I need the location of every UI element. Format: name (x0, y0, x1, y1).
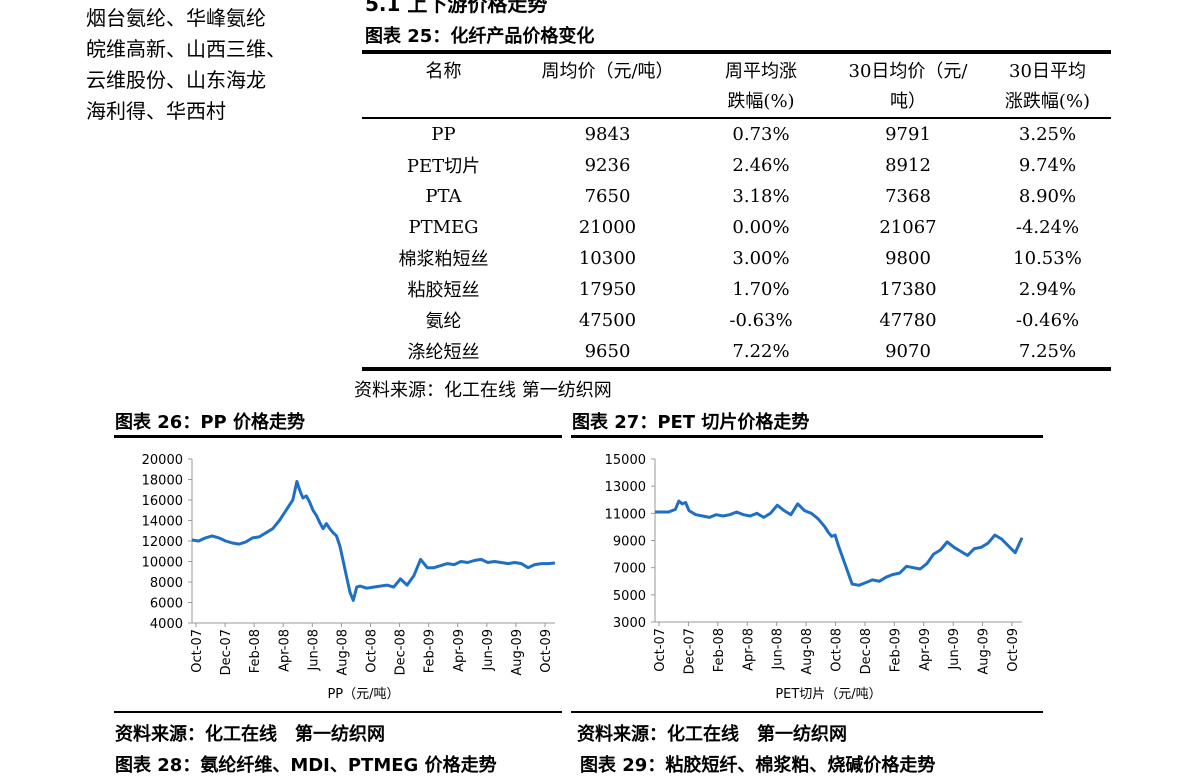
table-top-rule (362, 50, 1111, 54)
fig25-source: 资料来源：化工在线 第一纺织网 (354, 380, 612, 401)
x-tick-label: Oct-08 (365, 629, 380, 673)
x-tick-label: Feb-08 (248, 629, 263, 673)
table-row: 粘胶短丝 17950 1.70% 17380 2.94% (407, 278, 1077, 302)
x-tick-label: Feb-09 (888, 628, 903, 672)
y-tick-label: 3000 (613, 616, 646, 631)
y-tick-label: 20000 (142, 453, 183, 468)
x-tick-label: Oct-07 (653, 628, 668, 672)
table-row: 涤纶短丝 9650 7.22% 9070 7.25% (407, 340, 1077, 364)
series-line (655, 499, 1024, 587)
col-header-30d-price: 30日均价（元/吨） (848, 61, 968, 112)
fig27-bottom-rule (571, 711, 1043, 713)
fig25-title: 图表 25：化纤产品价格变化 (365, 26, 595, 47)
x-tick-label: Dec-08 (394, 629, 409, 675)
sidebar-line: 云维股份、山东海龙 (86, 68, 266, 92)
fig29-title: 图表 29：粘胶短纤、棉浆粕、烧碱价格走势 (580, 755, 936, 776)
pet-chip-price-chart: 3000 5000 7000 9000 11000 13000 15000 Oct-07 Dec… (605, 453, 1024, 702)
y-tick-label: 11000 (605, 507, 646, 522)
series-line (191, 480, 556, 602)
col-header-30d-change: 30日平均 涨跌幅(%) (1004, 61, 1091, 112)
x-tick-label: Aug-09 (977, 628, 992, 675)
fig27-title: 图表 27：PET 切片价格走势 (572, 412, 810, 433)
fig26-source: 资料来源：化工在线 第一纺织网 (115, 724, 385, 745)
table-row: PTMEG 21000 0.00% 21067 -4.24% (408, 216, 1080, 238)
x-tick-label: Dec-07 (219, 629, 234, 675)
table-header-row: 名称 周均价（元/吨） 周平均涨 跌幅(%) 30日均价（元/吨） 30日平均 涨跌… (362, 54, 1111, 117)
y-tick-label: 8000 (150, 576, 183, 591)
col-header-weekly-price: 周均价（元/吨） (541, 61, 674, 82)
x-tick-label: Oct-08 (830, 628, 845, 672)
table-header-rule (362, 117, 1111, 119)
x-tick-label: Oct-09 (1006, 628, 1021, 672)
price-table-body: PP 9843 0.73% 9791 3.25% PET切片 9236 2.46% 8912 9… (362, 119, 1111, 367)
price-table: 名称 周均价（元/吨） 周平均涨 跌幅(%) 30日均价（元/吨） 30日平均 涨跌… (362, 54, 1111, 117)
fig28-title: 图表 28：氨纶纤维、MDI、PTMEG 价格走势 (115, 755, 497, 776)
table-row: 氨纶 47500 -0.63% 47780 -0.46% (425, 309, 1080, 333)
x-tick-label: Dec-08 (859, 628, 874, 674)
x-tick-label: Aug-08 (335, 629, 350, 676)
fig26-title-rule (114, 435, 562, 438)
x-tick-label: Feb-08 (712, 628, 727, 672)
table-bottom-rule (362, 366, 1111, 371)
x-tick-label: Apr-08 (741, 628, 756, 671)
fig27-source: 资料来源：化工在线 第一纺织网 (577, 724, 847, 745)
x-tick-label: Jun-09 (947, 628, 962, 671)
fig26-bottom-rule (114, 711, 562, 713)
table-row: PTA 7650 3.18% 7368 8.90% (425, 185, 1077, 207)
x-tick-label: Apr-08 (277, 629, 292, 672)
y-tick-label: 15000 (605, 453, 646, 468)
y-tick-label: 4000 (150, 617, 183, 632)
col-header-name: 名称 (425, 61, 462, 82)
fig25-table-wrap: 名称 周均价（元/吨） 周平均涨 跌幅(%) 30日均价（元/吨） 30日平均 涨跌… (362, 50, 1111, 371)
y-tick-label: 7000 (613, 562, 646, 577)
sidebar-line: 海利得、华西村 (86, 99, 226, 123)
x-tick-label: Feb-09 (423, 629, 438, 673)
y-tick-label: 16000 (142, 494, 183, 509)
y-tick-label: 18000 (142, 474, 183, 489)
col-header-weekly-change: 周平均涨 跌幅(%) (725, 61, 797, 112)
x-tick-label: Apr-09 (452, 629, 467, 672)
pp-price-chart: 4000 6000 8000 10000 12000 14000 16000 18000 200… (142, 453, 556, 702)
table-row: PET切片 9236 2.46% 8912 9.74% (406, 154, 1077, 178)
x-tick-label: Oct-07 (190, 629, 205, 673)
y-tick-label: 9000 (613, 535, 646, 550)
section-title: 5.1 上下游价格走势 (365, 0, 548, 16)
y-tick-label: 13000 (605, 480, 646, 495)
x-tick-label: Dec-07 (682, 628, 697, 674)
x-tick-label: Aug-08 (800, 628, 815, 675)
x-tick-label: Aug-09 (510, 629, 525, 676)
x-tick-label: Jun-08 (771, 628, 786, 671)
table-row: PP 9843 0.73% 9791 3.25% (431, 123, 1077, 145)
fig27-title-rule (571, 435, 1043, 438)
sidebar-companies: 烟台氨纶、华峰氨纶 皖维高新、山西三维、 云维股份、山东海龙 海利得、华西村 (86, 3, 286, 127)
y-tick-label: 14000 (142, 515, 183, 530)
y-tick-label: 10000 (142, 556, 183, 571)
fig26-title: 图表 26：PP 价格走势 (115, 412, 305, 433)
x-tick-label: Oct-09 (539, 629, 554, 673)
y-tick-label: 5000 (613, 589, 646, 604)
sidebar-line: 烟台氨纶、华峰氨纶 (86, 6, 266, 30)
y-tick-label: 6000 (150, 597, 183, 612)
x-axis-title: PP（元/吨） (327, 687, 399, 702)
x-axis-title: PET切片（元/吨） (775, 687, 881, 702)
x-tick-label: Apr-09 (918, 628, 933, 671)
sidebar-line: 皖维高新、山西三维、 (86, 37, 286, 61)
y-tick-label: 12000 (142, 535, 183, 550)
table-row: 棉浆粕短丝 10300 3.00% 9800 10.53% (398, 247, 1082, 271)
x-tick-label: Jun-08 (306, 629, 321, 672)
x-tick-label: Jun-09 (481, 629, 496, 672)
